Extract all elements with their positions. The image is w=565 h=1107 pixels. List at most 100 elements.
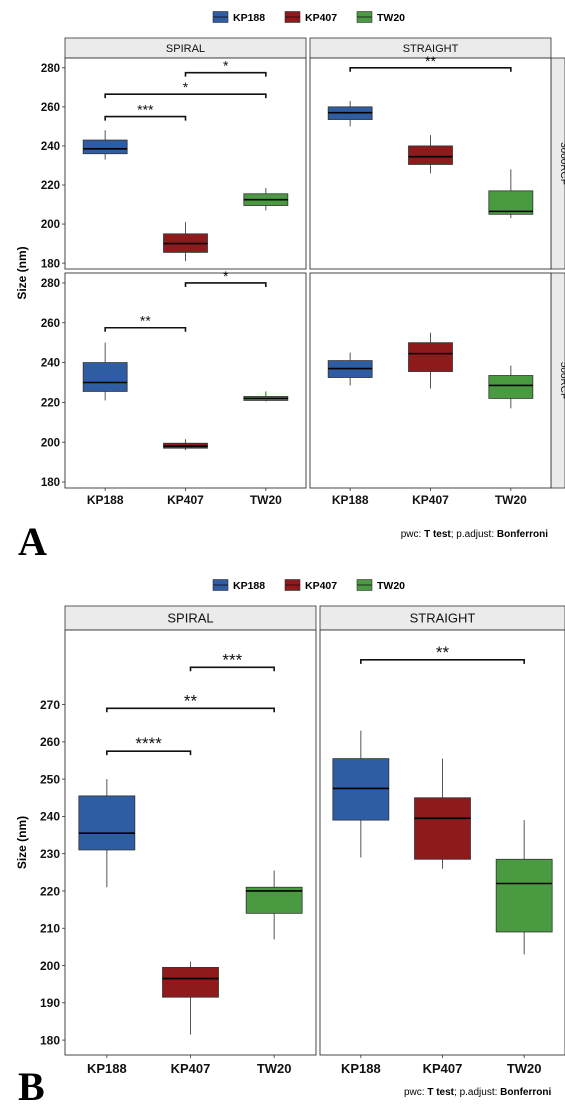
panel-a-caption-test: T test [424,529,451,540]
panel-a-facet-spiral-500rcf-bracket-kp407-tw20-label: * [223,268,229,284]
panel-a-facet-spiral-3000rcf-bracket-kp188-kp407 [104,115,187,121]
panel-b-ylabel: Size (nm) [15,816,29,869]
panel-a-facet-spiral-500rcf-ytick-label: 220 [41,398,60,410]
panel-a-facet-spiral-3000rcf-ytick-label: 220 [41,180,60,192]
panel-b-facet-spiral-ytick-label: 190 [40,996,60,1010]
panel-a-facet-spiral-3000rcf-ytick-label: 280 [41,63,60,75]
panel-a-facet-spiral-500rcf-box-kp188 [82,362,128,392]
panel-b-facet-header-straight [319,605,565,631]
panel-a-facet-straight-500rcf-xtick-label: KP188 [332,493,369,507]
panel-a-facet-spiral-500rcf-xtick-label: KP407 [167,493,204,507]
panel-a-facet-spiral-500rcf-xtick-label: TW20 [250,493,282,507]
panel-a-legend-label-kp407: KP407 [305,12,337,24]
panel-a-letter: A [18,519,47,564]
panel-b-letter: B [18,1064,45,1107]
panel-b-facet-spiral-bracket-kp188-kp407-label: **** [135,734,162,753]
panel-b-facet-spiral-ytick-label: 220 [40,884,60,898]
panel-a-facet-straight-500rcf: KP188 KP407 TW20 [309,272,552,507]
panel-a-facet-spiral-3000rcf-bracket-kp188-tw20-label: * [183,79,189,95]
panel-a-facet-spiral-3000rcf-bracket-kp407-tw20 [184,71,267,77]
panel-b-facet-straight-xtick-label: KP188 [341,1061,381,1076]
panel-a-facet-spiral-500rcf-ytick-label: 280 [41,278,60,290]
panel-b-facet-straight-box-kp188 [332,758,390,821]
panel-b-facet-spiral-box-kp188 [78,795,136,851]
panel-a-caption-prefix: pwc: [401,529,424,540]
panel-b-facet-straight-bracket-kp188-tw20-label: ** [436,643,450,662]
panel-a-caption-mid: ; p.adjust: [451,529,497,540]
panel-b-facet-spiral-bracket-kp188-kp407 [106,750,192,756]
panel-a-facet-spiral-3000rcf-ytick-label: 260 [41,102,60,114]
panel-b-facet-spiral-ytick-label: 180 [40,1033,60,1047]
panel-a-facet-spiral-500rcf-bracket-kp407-tw20 [184,282,267,287]
panel-a-facet-spiral-500rcf-ytick-label: 240 [41,358,60,370]
panel-a-chart: KP188 KP407 TW20 Size (nm) SPIRAL STRAIGHT 300… [15,11,565,507]
panel-b-facet-spiral-ytick-label: 230 [40,847,60,861]
panel-a-legend-label-tw20: TW20 [377,12,405,24]
panel-b-facet-spiral-ytick-label: 260 [40,735,60,749]
panel-b-legend-label-kp407: KP407 [305,580,337,592]
panel-a-facet-spiral-500rcf-ytick-label: 260 [41,318,60,330]
panel-a-caption: pwc: T test; p.adjust: Bonferroni [401,529,548,540]
panel-a-facet-straight-3000rcf: ** [309,53,552,270]
panel-a-facet-spiral-3000rcf-box-kp188 [82,139,128,155]
panel-b-facet-header-label-straight: STRAIGHT [410,611,476,626]
panel-b-facet-spiral-bracket-kp407-tw20-label: *** [222,650,242,669]
panel-b-facet-spiral-ytick-label: 240 [40,810,60,824]
panel-a-facet-straight-500rcf-xtick-label: KP407 [412,493,449,507]
panel-a-facet-spiral-500rcf-ytick-label: 200 [41,437,60,449]
panel-b-facet-spiral-ytick-label: 270 [40,698,60,712]
panel-b-facet-spiral-ytick-label: 200 [40,959,60,973]
panel-a-facet-strip-label-3000rcf: 3000RCF [558,142,565,185]
panel-a-facet-straight-3000rcf-box-kp407 [408,145,453,165]
panel-a-facet-spiral-3000rcf-ytick-label: 200 [41,219,60,231]
panel-a-facet-straight-500rcf-xtick-label: TW20 [495,493,527,507]
panel-a-facet-header-label-straight: STRAIGHT [403,43,459,55]
panel-b-legend-label-kp188: KP188 [233,580,265,592]
panel-b-chart: KP188 KP407 TW20 Size (nm) SPIRAL STRAIGHT 180… [15,579,565,1076]
panel-b-caption-prefix: pwc: [404,1087,427,1098]
panel-a-facet-spiral-3000rcf-bracket-kp188-kp407-label: *** [137,102,154,118]
panel-b-facet-straight-xtick-label: TW20 [507,1061,542,1076]
panel-b-legend-label-tw20: TW20 [377,580,405,592]
panel-a-facet-straight-500rcf-box-kp407 [408,342,453,372]
panel-a-facet-spiral-3000rcf-ytick-label: 240 [41,141,60,153]
panel-b-caption-mid: ; p.adjust: [454,1087,500,1098]
panel-a-facet-straight-3000rcf-bracket-kp188-tw20-label: ** [425,53,436,69]
panel-a-ylabel: Size (nm) [15,246,29,299]
panel-b-facet-spiral: 180 190 200 210 220 230 240 250 260 270 KP188 KP407… [40,629,317,1076]
panel-b-caption-method: Bonferroni [500,1087,551,1098]
panel-b-facet-straight: KP188 KP407 TW20 ** [319,629,565,1076]
panel-a-facet-straight-500rcf-box-tw20 [488,375,534,399]
panel-b-caption-test: T test [427,1087,454,1098]
panel-a-facet-strip-label-500rcf: 500RCF [558,362,565,399]
panel-b-facet-spiral-xtick-label: KP188 [87,1061,127,1076]
panel-b-facet-straight-bracket-kp188-tw20 [360,659,525,664]
panel-a-facet-spiral-500rcf-bracket-kp188-kp407-label: ** [140,313,151,329]
panel-a-facet-straight-3000rcf-box-tw20 [488,190,534,215]
panel-a-caption-method: Bonferroni [497,529,548,540]
panel-a-facet-straight-3000rcf-bracket-kp188-tw20 [349,66,512,72]
panel-b-facet-spiral-ytick-label: 250 [40,772,60,786]
panel-b-facet-spiral-xtick-label: KP407 [171,1061,211,1076]
panel-a-facet-spiral-3000rcf-bracket-kp407-tw20-label: * [223,58,229,74]
panel-b-facet-spiral-bracket-kp407-tw20 [189,666,275,672]
panel-b-facet-spiral-ytick-label: 210 [40,922,60,936]
panel-a-facet-spiral-500rcf-bracket-kp188-kp407 [104,326,187,332]
panel-b-facet-header-spiral [64,605,317,631]
panel-b-facet-header-label-spiral: SPIRAL [167,611,213,626]
panel-b-facet-straight-xtick-label: KP407 [423,1061,463,1076]
panel-b-facet-spiral-xtick-label: TW20 [257,1061,292,1076]
panel-b-caption: pwc: T test; p.adjust: Bonferroni [404,1087,551,1098]
panel-a-facet-spiral-500rcf-ytick-label: 180 [41,477,60,489]
panel-b-facet-spiral-bracket-kp188-tw20-label: ** [184,691,198,710]
panel-b-facet-spiral-bracket-kp188-tw20 [106,707,275,713]
panel-b-facet-straight-box-kp407 [414,797,471,860]
panel-a-facet-spiral-3000rcf-ytick-label: 180 [41,258,60,270]
panel-a-facet-header-label-spiral: SPIRAL [166,43,205,55]
panel-b-facet-straight-box-tw20 [495,858,553,933]
panel-a-facet-spiral-500rcf-xtick-label: KP188 [87,493,124,507]
panel-a-legend-label-kp188: KP188 [233,12,265,24]
panel-b-facet-spiral-box-kp407 [162,966,219,998]
